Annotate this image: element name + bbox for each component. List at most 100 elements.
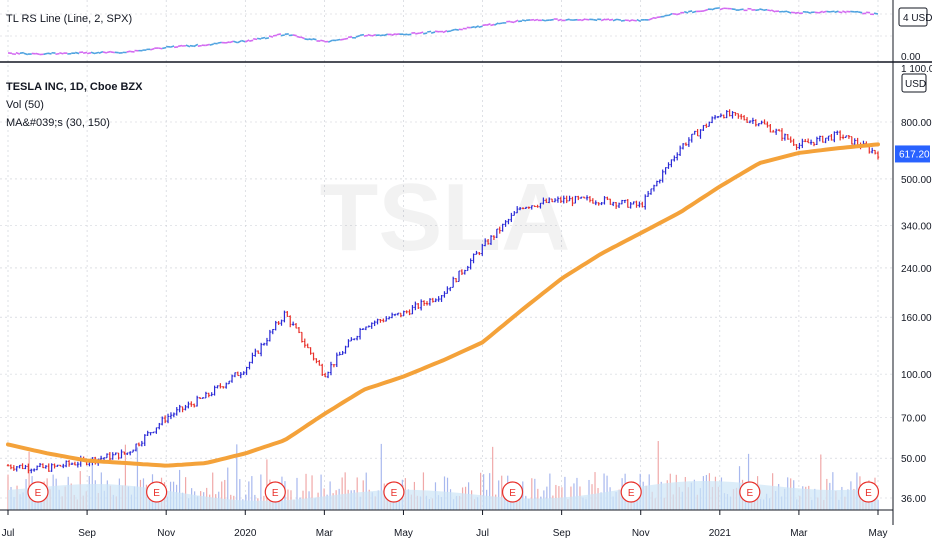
earnings-marker[interactable]: E [501,481,524,503]
rs-line-segment [486,23,491,26]
rs-line-segment [249,39,254,42]
rs-line-segment [296,35,301,39]
earnings-marker[interactable]: E [620,481,642,503]
rs-line-segment [75,51,80,55]
rs-line-segment [312,38,317,41]
time-axis-label: Mar [790,528,808,539]
rs-line-segment [616,18,622,21]
rs-line-segment [605,18,610,21]
rs-line-segment [268,35,274,38]
rs-line-series [7,7,879,56]
rs-line-segment [102,51,108,54]
rs-line-segment [664,14,669,17]
rs-line-segment [158,47,163,50]
rs-line-segment [450,28,456,32]
rs-line-segment [763,8,768,12]
rs-line-segment [98,50,104,54]
rs-line-segment [470,25,475,29]
rs-line-segment [241,39,246,43]
earnings-marker-label: E [628,488,635,499]
rs-line-segment [557,18,562,22]
rs-line-segment [169,45,175,49]
rs-line-segment [264,37,270,40]
rs-line-segment [383,33,388,37]
rs-indicator-title[interactable]: TL RS Line (Line, 2, SPX) [6,13,132,25]
price-axis-labels: 800.00 500.00 340.00 240.00 160.00 100.00 70.0… [901,118,932,505]
rs-line-segment [336,38,341,42]
rs-line-segment [830,10,835,13]
rs-line-segment [55,52,60,56]
earnings-marker[interactable]: E [264,481,286,503]
rs-line-segment [94,51,100,55]
symbol-title[interactable]: TESLA INC, 1D, Cboe BZX [6,81,143,93]
rs-line-segment [379,34,384,37]
earnings-marker[interactable]: E [27,481,49,503]
time-axis-label: Sep [78,528,96,539]
rs-line-segment [304,38,309,41]
rs-line-segment [90,51,96,55]
price-axis-label: 240.00 [901,264,932,275]
rs-line-segment [253,38,258,41]
rs-line-segment [300,36,305,40]
rs-line-segment [229,40,234,44]
rs-line-segment [668,12,673,17]
volume-ma-area [8,481,878,510]
rs-line-segment [755,8,760,12]
rs-line-segment [600,18,606,22]
earnings-marker[interactable]: E [739,481,761,503]
rs-line-segment [842,10,847,14]
rs-line-segment [225,41,230,44]
earnings-marker[interactable]: E [383,481,405,503]
price-axis-label-top: 1 100.00 [901,64,932,75]
rs-line-segment [612,18,618,22]
rs-line-segment [308,38,313,41]
rs-line-segment [209,43,214,46]
rs-line-segment [367,33,373,37]
rs-line-segment [363,34,369,37]
earnings-marker-label: E [35,488,42,499]
rs-line-segment [581,18,586,22]
rs-line-segment [189,44,194,47]
rs-line-segment [703,8,709,12]
volume-indicator-label[interactable]: Vol (50) [6,99,44,111]
earnings-marker-label: E [391,488,398,499]
rs-axis-label-zero: 0.00 [901,52,921,63]
rs-line-segment [490,23,495,27]
rs-line-segment [533,18,539,22]
rs-line-segment [608,18,614,21]
rs-line-segment [858,11,863,14]
earnings-marker[interactable]: E [857,481,880,503]
rs-line-segment [676,12,681,16]
rs-line-segment [794,11,800,14]
rs-line-segment [434,30,440,33]
price-axis-label: 36.00 [901,494,926,505]
rs-line-segment [593,18,598,22]
rs-line-segment [648,17,653,21]
rs-line-segment [236,40,242,44]
price-axis-label: 160.00 [901,313,932,324]
time-axis-label: Sep [553,528,571,539]
rs-line-segment [359,33,365,37]
watermark-text: TSLA [320,164,571,271]
rs-line-segment [442,29,448,34]
time-axis-labels: Jul Sep Nov 2020 Mar May Jul Sep Nov 2021 Mar May [2,510,887,539]
rs-line-segment [498,22,503,25]
earnings-marker[interactable]: E [146,481,168,503]
rs-line-segment [430,31,436,34]
ma-indicator-label[interactable]: MA&#039;s (30, 150) [6,117,110,129]
rs-line-segment [327,39,333,43]
rs-line-segment [782,10,788,13]
currency-tag[interactable]: USD [901,73,927,93]
rs-line-segment [632,19,637,22]
rs-line-segment [43,52,48,56]
price-bars [6,109,880,474]
time-axis-label: Jul [476,528,489,539]
price-axis-label: 50.00 [901,454,926,465]
rs-line-segment [510,20,515,24]
rs-line-segment [177,44,183,48]
rs-line-segment [185,44,191,48]
rs-line-segment [636,18,642,23]
time-axis-label: Nov [157,528,175,539]
